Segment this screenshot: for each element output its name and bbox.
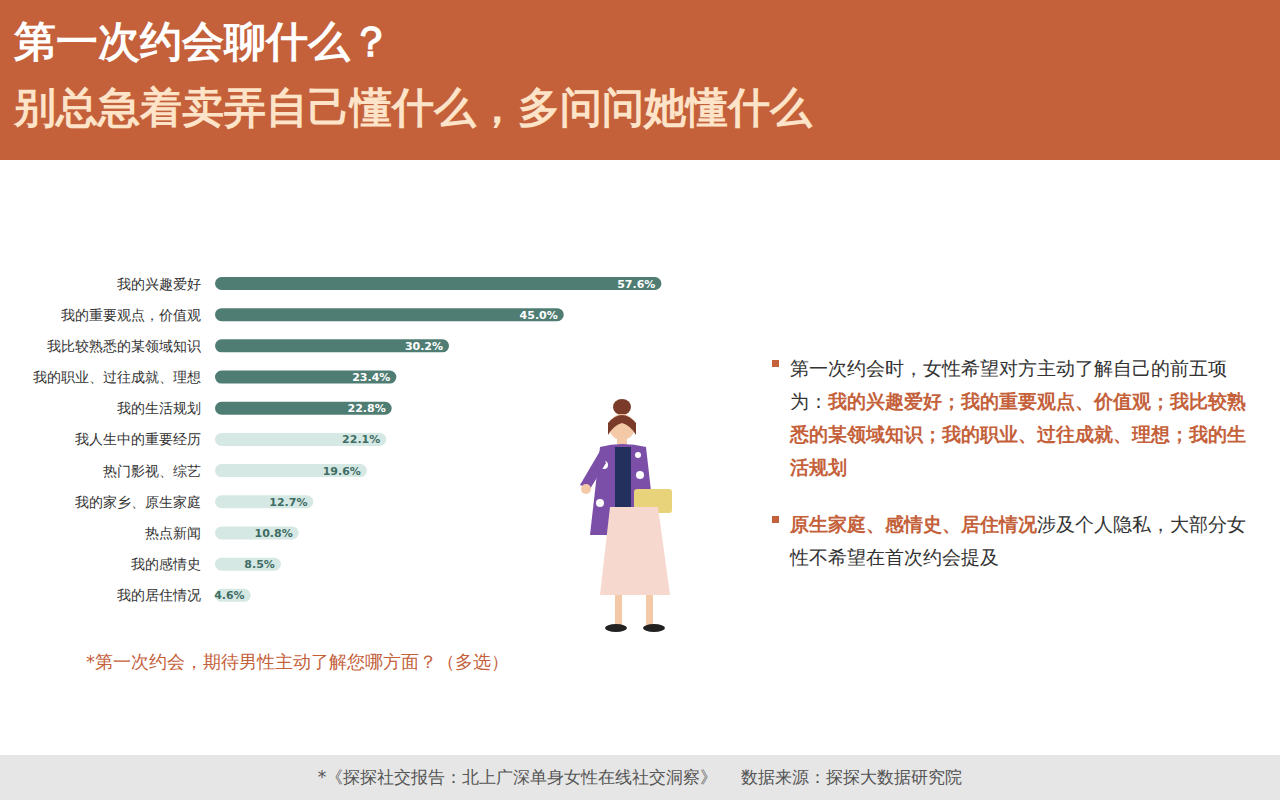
html-text:别总急着卖弄自己懂什么，多问问她懂什么: 别总急着卖弄自己懂什么，多问问她懂什么 — [14, 83, 812, 132]
html-text:第一次约会聊什么？: 第一次约会聊什么？ — [14, 17, 392, 66]
svg-text:我的生活规划: 我的生活规划 — [117, 400, 201, 416]
svg-text:热点新闻: 热点新闻 — [145, 525, 201, 541]
svg-text:22.1%: 22.1% — [342, 433, 380, 446]
svg-text:我的职业、过往成就、理想: 我的职业、过往成就、理想 — [33, 369, 201, 385]
html-text:原生家庭、感情史、居住情况涉及个人隐私，大部分女性不希望在首: 原生家庭、感情史、居住情况涉及个人隐私，大部分女性不希望在首次约会提及 — [790, 513, 1246, 568]
svg-text:我的家乡、原生家庭: 我的家乡、原生家庭 — [75, 494, 201, 510]
svg-text:我人生中的重要经历: 我人生中的重要经历 — [75, 431, 201, 447]
svg-text:我的兴趣爱好: 我的兴趣爱好 — [117, 276, 201, 292]
html-text:第一次约会时，女性希望对方主动了解自己的前五项为：我的兴趣爱: 第一次约会时，女性希望对方主动了解自己的前五项为：我的兴趣爱好；我的重要观点、价… — [790, 357, 1246, 478]
svg-text:我比较熟悉的某领域知识: 我比较熟悉的某领域知识 — [47, 338, 201, 354]
svg-text:30.2%: 30.2% — [405, 340, 443, 353]
svg-text:19.6%: 19.6% — [323, 465, 361, 478]
svg-text:我的感情史: 我的感情史 — [131, 556, 201, 572]
svg-text:22.8%: 22.8% — [348, 402, 386, 415]
svg-text:57.6%: 57.6% — [617, 278, 655, 291]
svg-text:我的居住情况: 我的居住情况 — [117, 587, 201, 603]
svg-text:4.6%: 4.6% — [214, 589, 245, 602]
html-text:*第一次约会，期待男性主动了解您哪方面？（多选）: *第一次约会，期待男性主动了解您哪方面？（多选） — [86, 651, 509, 672]
svg-text:8.5%: 8.5% — [244, 558, 275, 571]
svg-text:23.4%: 23.4% — [352, 371, 390, 384]
svg-text:10.8%: 10.8% — [255, 527, 293, 540]
html-text:*《探探社交报告：北上广深单身女性在线社交洞察》: *《探探社交报告：北上广深单身女性在线社交洞察》 — [317, 767, 718, 787]
svg-text:我的重要观点，价值观: 我的重要观点，价值观 — [61, 307, 201, 323]
svg-text:12.7%: 12.7% — [269, 496, 307, 509]
svg-text:热门影视、综艺: 热门影视、综艺 — [103, 463, 201, 479]
html-text:数据来源：探探大数据研究院: 数据来源：探探大数据研究院 — [741, 767, 963, 787]
svg-text:45.0%: 45.0% — [520, 309, 558, 322]
